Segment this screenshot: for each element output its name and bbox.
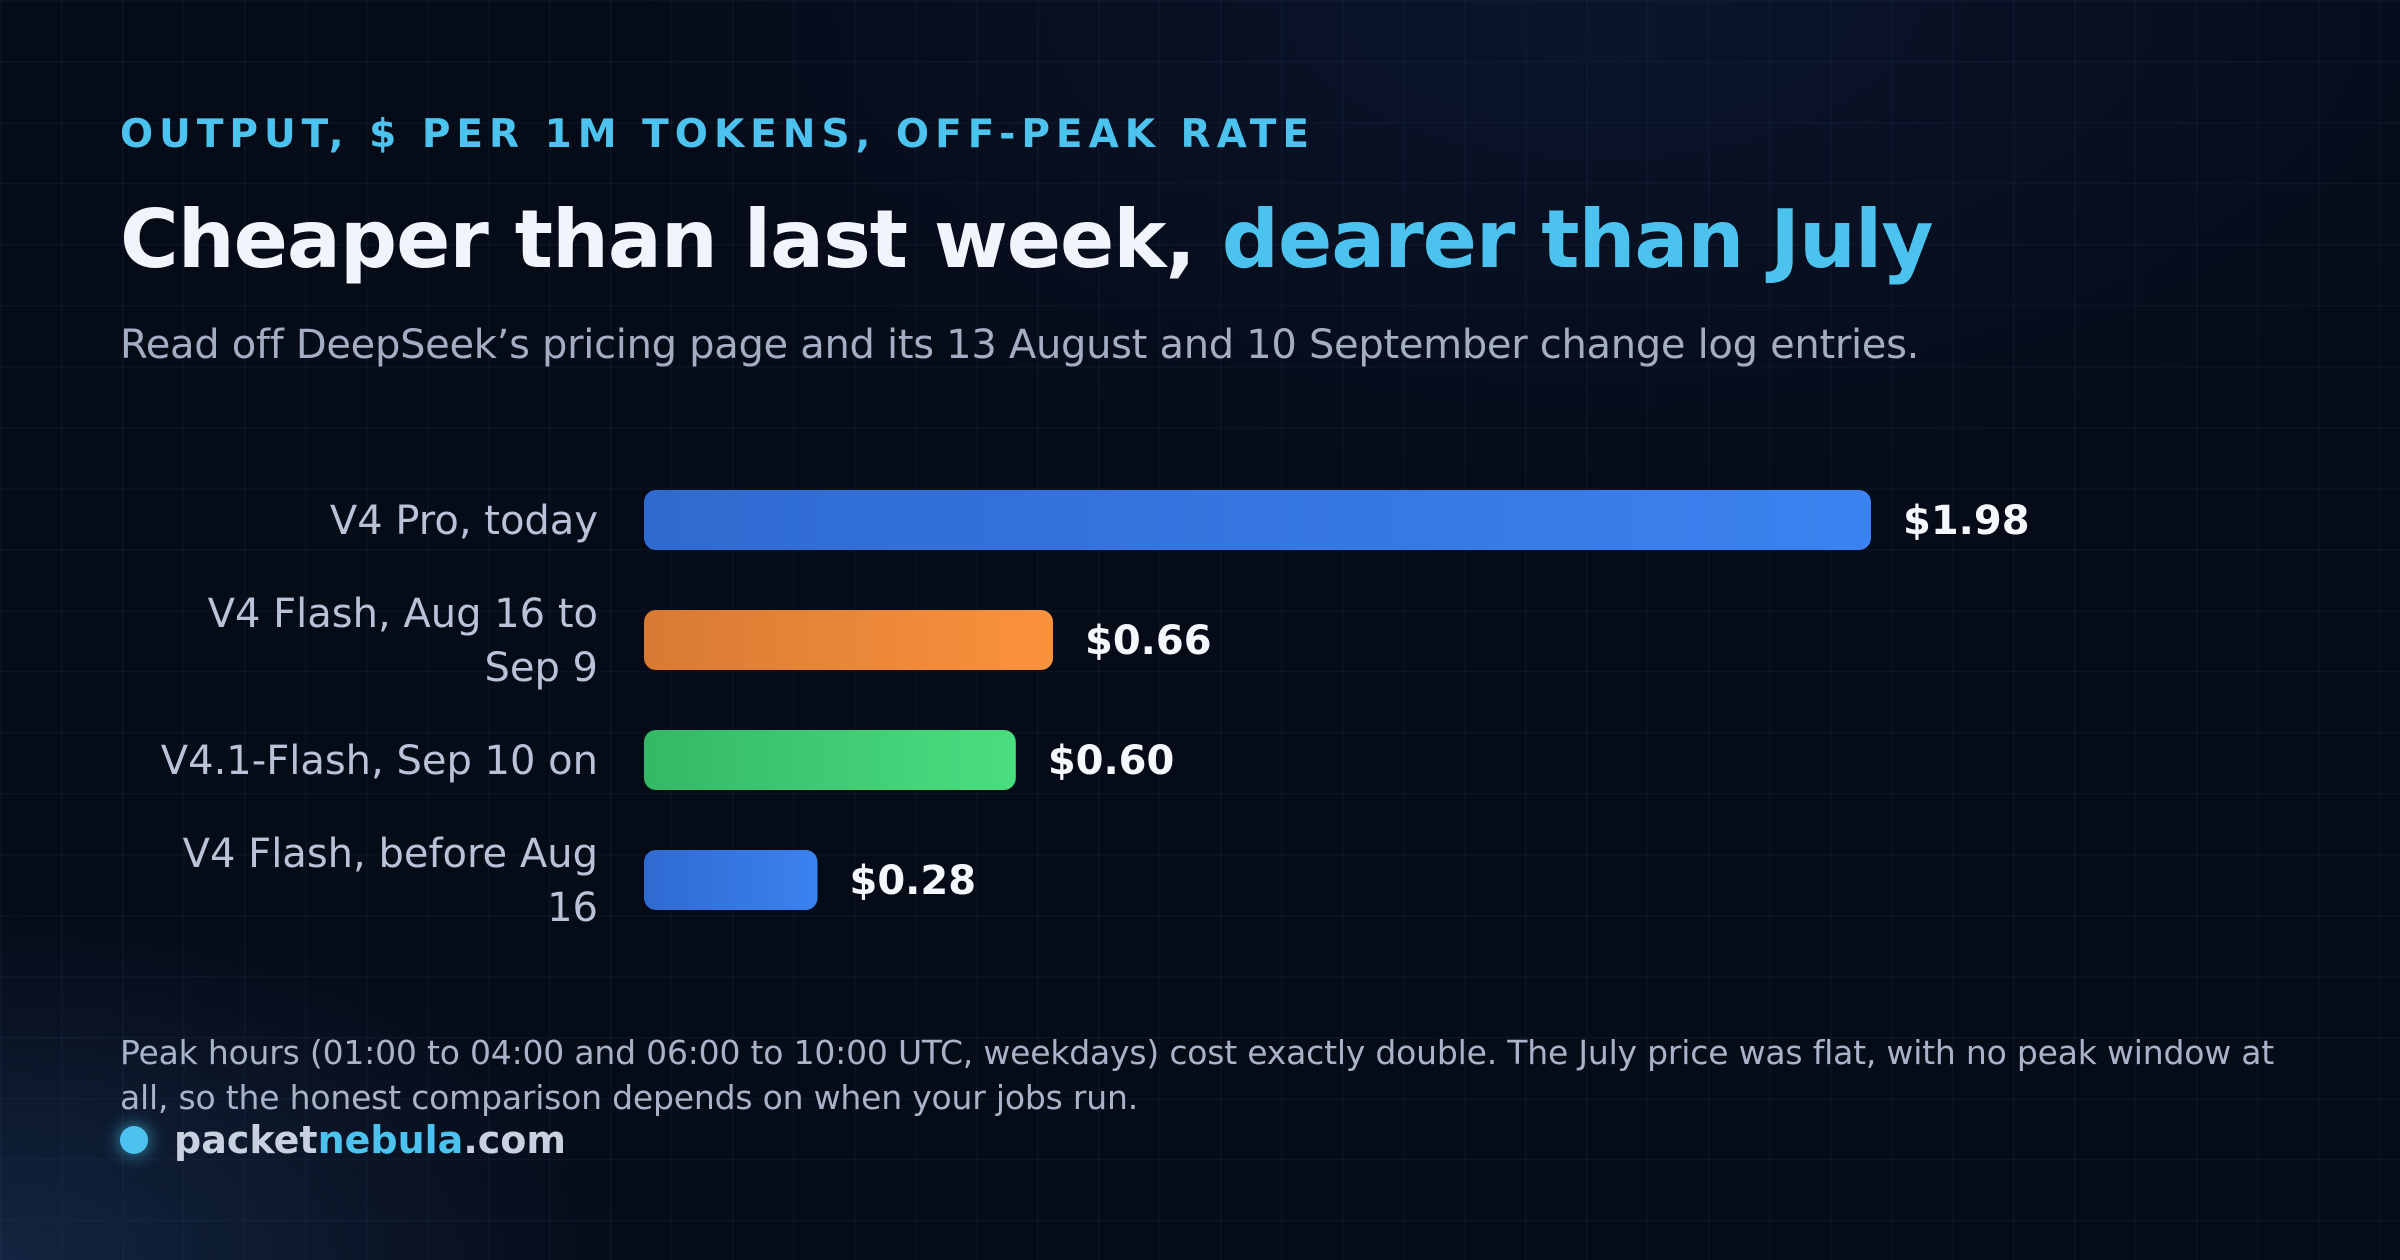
category-label-0: V4 Pro, today [330,498,598,544]
bar-2 [644,730,1016,790]
category-label-line: Sep 9 [484,645,598,691]
brand-dot-icon [120,1126,148,1154]
category-label-line: V4.1-Flash, Sep 10 on [161,738,598,784]
value-label-2: $0.60 [1048,738,1175,784]
category-label-3: V4 Flash, before Aug 16 [183,831,598,931]
chart-subtitle: Read off DeepSeek’s pricing page and its… [120,322,1920,368]
brand-name: packetnebula.com [174,1118,566,1162]
category-label-line: V4 Flash, Aug 16 to [208,591,598,637]
title-accent: dearer than July [1221,193,1934,286]
brand-part-2: nebula [317,1118,464,1162]
bar-3 [644,850,818,910]
title-main: Cheaper than last week, [120,193,1222,286]
bars-group: $1.98 V4 Pro, today $0.66 V4 Flash, Aug 16 … [161,490,2030,931]
bar-0 [644,490,1871,550]
category-label-2: V4.1-Flash, Sep 10 on [161,738,598,784]
brand: packetnebula.com [120,1118,566,1162]
category-label-1: V4 Flash, Aug 16 to Sep 9 [208,591,598,691]
category-label-line: V4 Pro, today [330,498,598,544]
chart-title: Cheaper than last week, dearer than July [120,196,1933,284]
value-label-3: $0.28 [850,858,977,904]
bar-1 [644,610,1053,670]
chart-kicker: OUTPUT, $ PER 1M TOKENS, OFF-PEAK RATE [120,112,1315,157]
footnote: Peak hours (01:00 to 04:00 and 06:00 to … [120,1033,2275,1117]
brand-part-3: .com [463,1118,566,1162]
category-label-line: 16 [547,885,598,931]
value-label-1: $0.66 [1085,618,1212,664]
value-label-0: $1.98 [1903,498,2030,544]
category-label-line: V4 Flash, before Aug [183,831,598,877]
brand-part-1: packet [174,1118,318,1162]
